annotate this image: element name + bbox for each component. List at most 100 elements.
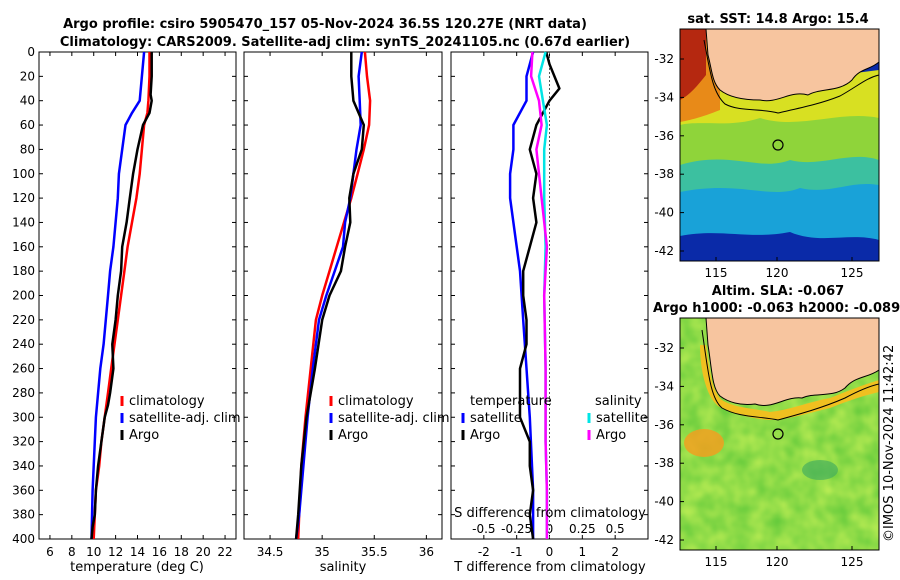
salinity-panel-frame [243,51,443,540]
x-tick-label: 8 [68,545,76,559]
map-x-tick-label: 120 [766,266,789,280]
difference-legend: temperature satellite Argo salinity sate… [461,394,648,443]
temperature-legend: climatology satellite-adj. clim Argo [120,394,241,443]
map-y-tick-label: -42 [654,533,674,547]
sla-argo-location-marker [772,428,784,440]
x-tick-label: 34.5 [257,545,284,559]
sst-map-frame [679,28,880,262]
salinity-plot: 34.5 35 35.5 36 [257,51,434,559]
legend-label-t-argo: Argo [470,428,500,443]
temperature-plot: 6 8 10 12 14 16 18 20 22 [46,51,233,559]
x-tick-label: 18 [174,545,189,559]
depth-tick-label: 380 [12,508,35,522]
x-tick-label: -1 [511,545,523,559]
sst-y-axis: -32 -34 -36 -38 -40 -42 [654,52,684,258]
x-tick-label: 1 [579,545,587,559]
map-x-tick-label: 115 [705,266,728,280]
x-tick-label: 22 [217,545,232,559]
map-x-tick-label: 125 [841,266,864,280]
depth-tick-label: 160 [12,240,35,254]
difference-series-s-argo [529,51,549,539]
x-tick-label: 0.5 [606,522,625,536]
x-tick-label: 35 [315,545,330,559]
sst-land [705,29,879,102]
x-tick-label: 36 [419,545,434,559]
sla-map-frame [679,317,880,551]
legend-title-salinity: salinity [595,394,642,409]
sst-map-title: sat. SST: 14.8 Argo: 15.4 [687,12,868,27]
depth-tick-label: 20 [20,69,35,83]
sla-y-axis: -32 -34 -36 -38 -40 -42 [654,341,684,547]
depth-tick-label: 300 [12,410,35,424]
map-y-tick-label: -38 [654,167,674,181]
sst-field-cyan [680,175,879,240]
depth-tick-label: 280 [12,386,35,400]
figure-title-line1: Argo profile: csiro 5905470_157 05-Nov-2… [63,17,587,32]
x-tick-label: 14 [130,545,145,559]
depth-tick-label: 80 [20,142,35,156]
sst-shelf-contour [703,39,879,114]
temperature-series-climatology [92,52,151,540]
map-y-tick-label: -40 [654,206,674,220]
x-tick-label: 0 [546,545,554,559]
map-x-tick-label: 120 [766,555,789,569]
sst-field-red [680,29,706,100]
map-y-tick-label: -40 [654,495,674,509]
legend-label-climatology: climatology [338,394,414,409]
legend-title-temperature: temperature [470,394,552,409]
x-tick-label: 35.5 [361,545,388,559]
difference-series-t-argo [518,51,561,540]
temperature-series-argo [90,52,153,540]
sst-map: sat. SST: 14.8 Argo: 15.4 -32 -34 -36 -38 -4… [654,12,880,280]
legend-label-argo: Argo [129,428,159,443]
difference-series-t-satellite [508,51,535,539]
sla-shelf-band [700,345,879,420]
x-tick-label: 20 [196,545,211,559]
legend-label-argo: Argo [338,428,368,443]
depth-tick-label: 120 [12,191,35,205]
map-y-tick-label: -34 [654,90,674,104]
depth-tick-label: 0 [27,45,35,59]
x-tick-label: -2 [478,545,490,559]
salinity-series-argo [294,52,366,540]
map-y-tick-label: -38 [654,456,674,470]
temperature-series-satellite [90,51,146,540]
depth-tick-label: 140 [12,215,35,229]
sla-map-title-1: Altim. SLA: -0.067 [712,284,844,299]
legend-label-climatology: climatology [129,394,205,409]
depth-tick-label: 180 [12,264,35,278]
depth-tick-label: 40 [20,94,35,108]
sla-shelf-contour [701,329,879,421]
x-tick-label: 0.25 [569,522,596,536]
map-y-tick-label: -34 [654,379,674,393]
depth-tick-label: 260 [12,362,35,376]
temperature-panel-frame [38,51,237,540]
sst-argo-location-marker [772,139,784,151]
map-y-tick-label: -42 [654,244,674,258]
depth-tick-label: 400 [12,532,35,546]
map-y-tick-label: -32 [654,341,674,355]
sla-x-axis: 115 120 125 [705,546,863,569]
difference-x2label: S difference from climatology [454,506,646,521]
x-tick-label: 16 [152,545,167,559]
map-y-tick-label: -36 [654,418,674,432]
x-tick-label: 10 [86,545,101,559]
map-y-tick-label: -32 [654,52,674,66]
x-tick-label: -0.25 [501,522,532,536]
x-tick-label: 2 [611,545,619,559]
depth-tick-label: 60 [20,118,35,132]
depth-tick-label: 340 [12,459,35,473]
depth-tick-label: 100 [12,167,35,181]
salinity-legend: climatology satellite-adj. clim Argo [329,394,450,443]
sla-warm-eddy [684,429,724,457]
legend-label-s-argo: Argo [596,428,626,443]
legend-label-satellite: satellite-adj. clim [338,411,450,426]
imos-credit: ©IMOS 10-Nov-2024 11:42:42 [882,345,897,542]
legend-label-s-satellite: satellite [596,411,648,426]
sla-land [705,318,879,406]
map-x-tick-label: 115 [705,555,728,569]
depth-tick-label: 320 [12,435,35,449]
x-tick-label: 6 [46,545,54,559]
figure-title-line2: Climatology: CARS2009. Satellite-adj cli… [60,35,630,50]
